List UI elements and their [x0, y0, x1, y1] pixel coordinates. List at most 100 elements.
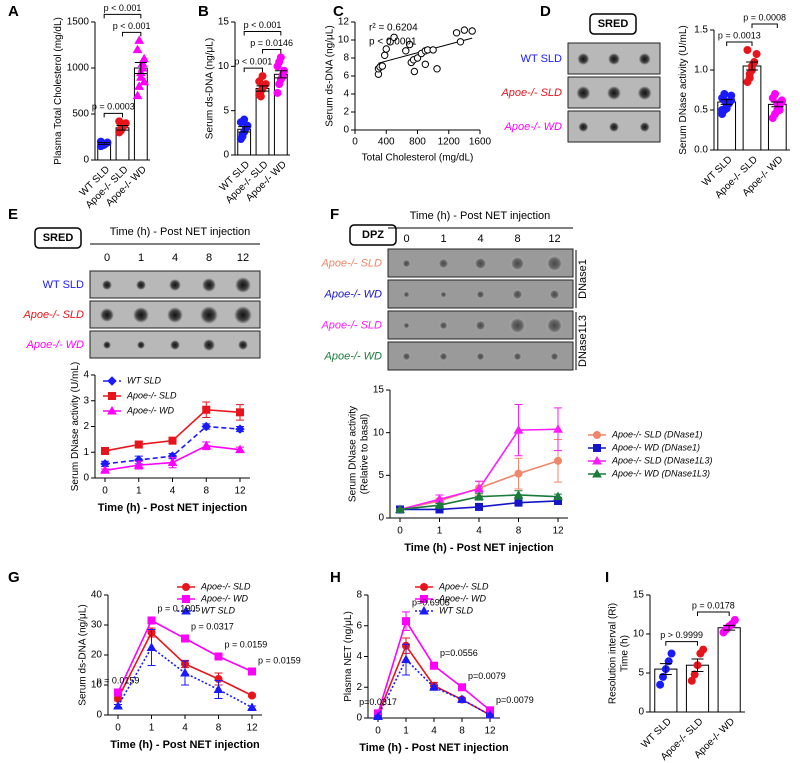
point: [456, 38, 465, 46]
y-tick-label: 0: [83, 473, 89, 484]
point: [433, 65, 441, 73]
gel-spot: [549, 289, 560, 300]
marker: [202, 405, 211, 414]
marker: [656, 680, 665, 689]
series-line: [104, 408, 241, 452]
gel-spot: [403, 291, 410, 298]
gel-group-label: DNase1: [577, 259, 589, 299]
y-tick-label: 0: [378, 513, 384, 524]
gel-spot: [202, 278, 216, 292]
y-tick-label: 1500: [67, 17, 90, 28]
error-bar: [98, 142, 111, 145]
legend-label: Apoe-/- SLD (DNase1): [611, 429, 703, 439]
y-tick-label: 6: [356, 620, 362, 631]
gel-header: Time (h) - Post NET injection: [110, 226, 251, 238]
legend-label: Apoe-/- WD: [200, 593, 249, 603]
gel-column-label: 4: [172, 252, 178, 264]
marker: [114, 688, 122, 697]
marker: [771, 90, 780, 98]
marker: [107, 405, 117, 415]
marker: [134, 35, 145, 44]
bracket-label: p = 0.0146: [250, 38, 293, 48]
x-tick-label: 1: [149, 723, 155, 734]
gel-spot: [136, 280, 146, 290]
marker: [132, 44, 143, 54]
y-axis-label: Serum ds-DNA (ng/μL): [77, 604, 88, 705]
error-bar: [720, 99, 733, 105]
gel-spot: [167, 307, 183, 323]
marker: [201, 440, 212, 450]
y-tick-label: 500: [72, 109, 89, 120]
marker: [240, 115, 249, 124]
p-value-label: p=0.0556: [440, 648, 478, 658]
marker: [373, 711, 383, 720]
x-tick-label: 0: [102, 486, 108, 497]
y-axis-label: Time (h): [619, 635, 630, 672]
marker: [554, 456, 562, 465]
marker: [135, 72, 146, 81]
point: [380, 51, 389, 59]
y-tick-label: 3: [83, 395, 89, 406]
x-axis-label: Time (h) - Post NET injection: [404, 542, 554, 554]
x-tick-label: 8: [216, 723, 222, 734]
gel-spot: [638, 53, 651, 65]
y-tick-label: 15: [633, 590, 645, 601]
marker: [261, 80, 270, 89]
y-tick-label: 10: [338, 35, 350, 46]
gel-spot: [102, 280, 112, 290]
x-tick-label: 12: [552, 526, 564, 537]
y-tick-label: 0: [223, 150, 229, 161]
y-tick-label: 6: [343, 71, 349, 82]
bracket: [726, 41, 753, 46]
y-axis-label: Serum ds-DNA (ng/μL): [204, 38, 215, 139]
y-tick-label: 4: [343, 89, 349, 100]
gel-spot: [509, 317, 526, 334]
point: [390, 33, 398, 41]
error-bar: [659, 663, 672, 676]
point: [421, 60, 430, 69]
bracket: [243, 67, 263, 73]
gel-column-label: 12: [237, 252, 249, 264]
marker: [475, 502, 483, 511]
error-bar: [691, 658, 704, 672]
p-value-label: p=0.6905: [412, 597, 450, 607]
x-tick-label: 0: [115, 723, 121, 734]
point: [402, 47, 410, 55]
gel-spot: [439, 321, 448, 330]
marker: [664, 657, 673, 666]
marker: [553, 424, 563, 433]
marker: [592, 455, 602, 465]
marker: [132, 90, 143, 100]
panel-label: B: [198, 3, 209, 20]
y-tick-label: 5: [223, 105, 229, 116]
p-value-label: p = 0.0159: [225, 639, 268, 649]
marker: [273, 88, 282, 97]
y-tick-label: 40: [91, 590, 103, 601]
bracket-label: p = 0.0008: [743, 12, 786, 22]
p-value-label: p = 0.0317: [191, 621, 234, 631]
legend-label: Apoe-/- WD: [126, 405, 175, 415]
marker: [420, 583, 428, 591]
y-tick-label: 2: [343, 107, 349, 118]
marker: [485, 709, 495, 719]
marker: [168, 436, 177, 445]
p-value-label: p = 0.0159: [258, 655, 301, 665]
marker: [553, 491, 563, 501]
error-bar: [771, 101, 784, 108]
marker: [699, 645, 708, 654]
y-axis-label: (Relative to basal): [359, 414, 370, 495]
y-tick-label: 15: [373, 385, 385, 396]
bracket-label: p = 0.0178: [692, 600, 735, 610]
gel-spot: [103, 341, 111, 349]
gel-spot: [578, 122, 589, 132]
x-tick-label: 4: [476, 526, 482, 537]
y-axis-label: Serum ds-DNA (ng/μL): [324, 25, 335, 126]
gel-tag: DPZ: [362, 229, 384, 241]
marker: [395, 504, 405, 513]
bracket: [697, 611, 730, 616]
marker: [115, 117, 124, 126]
x-tick-label: 4: [182, 723, 188, 734]
y-axis-label: Plasma NET (ng/μL): [343, 611, 354, 702]
gel-row-label: Apoe-/- WD: [26, 339, 85, 351]
